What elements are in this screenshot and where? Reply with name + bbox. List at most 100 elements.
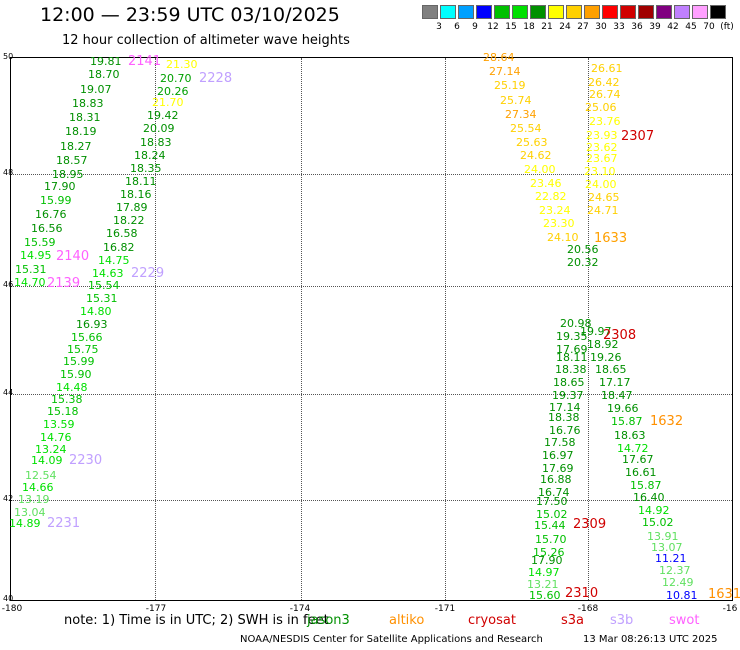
color-swatch bbox=[656, 5, 672, 19]
page-title: 12:00 — 23:59 UTC 03/10/2025 bbox=[40, 4, 340, 26]
lon-label: -174 bbox=[289, 604, 311, 614]
wave-height-value: 17.89 bbox=[116, 201, 148, 214]
wave-height-value: 14.48 bbox=[56, 381, 88, 394]
color-swatch bbox=[674, 5, 690, 19]
wave-height-value: 20.09 bbox=[143, 122, 175, 135]
mission-label: swot bbox=[669, 613, 700, 628]
color-legend-label: 9 bbox=[472, 22, 478, 32]
wave-height-value: 13.07 bbox=[651, 541, 683, 554]
wave-height-value: 16.88 bbox=[540, 473, 572, 486]
wave-height-value: 18.47 bbox=[601, 389, 633, 402]
wave-height-value: 15.99 bbox=[63, 355, 95, 368]
wave-height-value: 14.97 bbox=[528, 566, 560, 579]
color-swatch bbox=[476, 5, 492, 19]
wave-height-value: 23.46 bbox=[530, 177, 562, 190]
grid-line-lat bbox=[11, 286, 732, 287]
wave-height-value: 17.17 bbox=[599, 376, 631, 389]
wave-height-value: 24.00 bbox=[524, 163, 556, 176]
wave-height-value: 16.56 bbox=[31, 222, 63, 235]
wave-height-value: 16.76 bbox=[35, 208, 67, 221]
wave-height-value: 16.76 bbox=[549, 424, 581, 437]
wave-height-value: 18.11 bbox=[125, 175, 157, 188]
grid-line-lat bbox=[11, 394, 732, 395]
wave-height-value: 17.90 bbox=[44, 180, 76, 193]
wave-height-value: 18.83 bbox=[72, 97, 104, 110]
color-swatch bbox=[710, 5, 726, 19]
wave-height-value: 15.87 bbox=[630, 479, 662, 492]
color-legend-label: 15 bbox=[505, 22, 517, 32]
pass-time-label: 2140 bbox=[56, 249, 90, 264]
footer-credit: NOAA/NESDIS Center for Satellite Applica… bbox=[240, 634, 543, 645]
lon-label: -168 bbox=[577, 604, 599, 614]
wave-height-value: 19.97 bbox=[580, 325, 612, 338]
wave-height-value: 23.30 bbox=[543, 217, 575, 230]
wave-height-value: 21.30 bbox=[166, 58, 198, 71]
color-swatch bbox=[530, 5, 546, 19]
wave-height-value: 26.74 bbox=[589, 88, 621, 101]
wave-height-value: 23.10 bbox=[584, 165, 616, 178]
pass-time-label: 2309 bbox=[573, 517, 607, 532]
page-subtitle: 12 hour collection of altimeter wave hei… bbox=[62, 33, 350, 48]
wave-height-value: 24.71 bbox=[587, 204, 619, 217]
wave-height-value: 15.18 bbox=[47, 405, 79, 418]
wave-height-value: 19.81 bbox=[90, 55, 122, 68]
wave-height-value: 20.70 bbox=[160, 72, 192, 85]
color-legend-label: 30 bbox=[595, 22, 607, 32]
color-swatch bbox=[422, 5, 438, 19]
wave-height-value: 15.44 bbox=[534, 519, 566, 532]
wave-height-value: 24.62 bbox=[520, 149, 552, 162]
color-legend-label: 21 bbox=[541, 22, 553, 32]
wave-height-value: 28.64 bbox=[483, 51, 515, 64]
wave-height-value: 17.14 bbox=[549, 401, 581, 414]
pass-time-label: 2310 bbox=[565, 586, 599, 601]
wave-height-value: 13.24 bbox=[35, 443, 67, 456]
color-swatch bbox=[548, 5, 564, 19]
color-swatch bbox=[458, 5, 474, 19]
wave-height-value: 18.24 bbox=[134, 149, 166, 162]
wave-height-value: 13.91 bbox=[647, 530, 679, 543]
lat-label: 42 bbox=[3, 494, 14, 503]
wave-height-value: 14.66 bbox=[22, 481, 54, 494]
wave-height-value: 16.74 bbox=[538, 486, 570, 499]
wave-height-value: 25.74 bbox=[500, 94, 532, 107]
color-legend-label: 27 bbox=[577, 22, 589, 32]
grid-line-lon bbox=[588, 58, 589, 600]
color-legend-label: (ft) bbox=[720, 22, 734, 32]
wave-height-value: 23.24 bbox=[539, 204, 571, 217]
wave-height-value: 25.54 bbox=[510, 122, 542, 135]
wave-height-value: 19.07 bbox=[80, 83, 112, 96]
wave-height-value: 15.02 bbox=[536, 508, 568, 521]
color-swatch bbox=[638, 5, 654, 19]
wave-height-value: 19.26 bbox=[590, 351, 622, 364]
wave-height-value: 15.02 bbox=[642, 516, 674, 529]
wave-height-value: 11.21 bbox=[655, 552, 687, 565]
map-frame bbox=[10, 57, 733, 601]
color-swatch bbox=[440, 5, 456, 19]
grid-line-lon bbox=[301, 58, 302, 600]
wave-height-value: 16.40 bbox=[633, 491, 665, 504]
lon-label: -177 bbox=[145, 604, 167, 614]
pass-time-label: 2139 bbox=[47, 276, 81, 291]
wave-height-value: 26.42 bbox=[588, 76, 620, 89]
lat-label: 50 bbox=[3, 52, 14, 61]
wave-height-value: 18.92 bbox=[587, 338, 619, 351]
wave-height-value: 15.59 bbox=[24, 236, 56, 249]
wave-height-value: 18.22 bbox=[113, 214, 145, 227]
wave-height-value: 14.75 bbox=[98, 254, 130, 267]
color-legend-label: 12 bbox=[487, 22, 499, 32]
color-legend-label: 70 bbox=[703, 22, 715, 32]
wave-height-value: 14.95 bbox=[20, 249, 52, 262]
wave-height-value: 18.16 bbox=[120, 188, 152, 201]
pass-time-label: 1633 bbox=[594, 231, 628, 246]
wave-height-value: 15.60 bbox=[529, 589, 561, 602]
wave-height-value: 17.69 bbox=[556, 343, 588, 356]
color-swatch bbox=[602, 5, 618, 19]
wave-height-value: 17.69 bbox=[542, 462, 574, 475]
pass-time-label: 2230 bbox=[69, 453, 103, 468]
lat-label: 40 bbox=[3, 594, 14, 603]
wave-height-value: 19.35 bbox=[556, 330, 588, 343]
wave-height-value: 20.32 bbox=[567, 256, 599, 269]
wave-height-value: 26.61 bbox=[591, 62, 623, 75]
lat-label: 44 bbox=[3, 388, 14, 397]
pass-time-label: 2308 bbox=[603, 328, 637, 343]
